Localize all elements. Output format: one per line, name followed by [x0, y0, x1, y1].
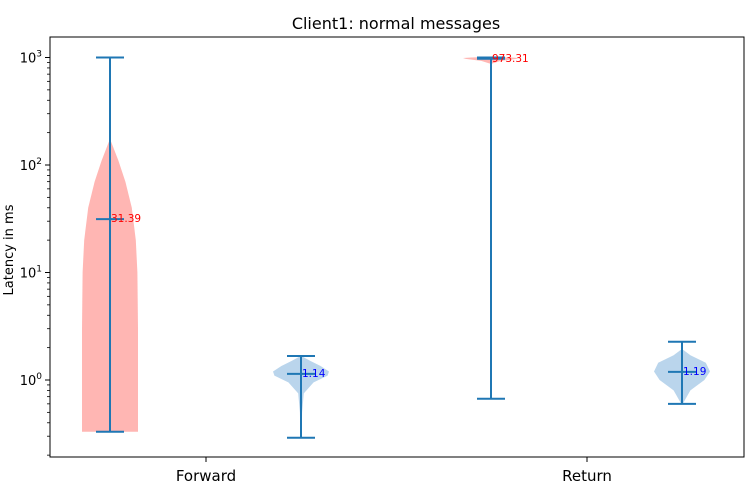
- y-tick-label: 103: [20, 50, 42, 67]
- y-axis-label: Latency in ms: [2, 204, 17, 295]
- y-tick-label: 101: [20, 265, 42, 282]
- y-axis-ticks: 100 101 102 103: [20, 50, 50, 456]
- median-label-forward-b: 1.14: [302, 368, 326, 380]
- x-axis-ticks: Forward Return: [176, 457, 612, 485]
- chart-title: Client1: normal messages: [292, 14, 500, 33]
- median-label-return-b: 1.19: [683, 366, 706, 378]
- spread-lines-layer: [96, 56, 696, 439]
- median-label-forward-a: 31.39: [111, 213, 141, 225]
- x-tick-label-forward: Forward: [176, 467, 236, 485]
- plot-frame: [49, 36, 745, 458]
- y-tick-label: 102: [20, 157, 42, 174]
- x-tick-label-return: Return: [562, 467, 612, 485]
- y-tick-label: 100: [20, 372, 43, 389]
- median-label-return-a: 973.31: [492, 53, 529, 65]
- median-labels-layer: 31.39 1.14 973.31 1.19: [111, 53, 706, 380]
